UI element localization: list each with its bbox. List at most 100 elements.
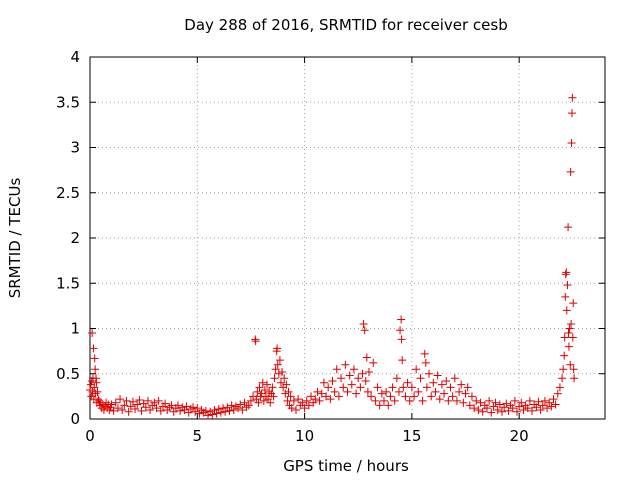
data-point — [538, 401, 547, 410]
data-point — [517, 398, 526, 407]
y-tick-label: 0 — [70, 410, 80, 428]
data-point — [324, 383, 333, 392]
data-point — [502, 399, 511, 408]
data-point — [569, 365, 578, 374]
x-tick-label: 20 — [510, 427, 529, 445]
data-point — [102, 398, 111, 407]
data-point — [470, 404, 479, 413]
data-point — [510, 396, 519, 405]
data-point — [567, 109, 576, 118]
data-point — [431, 387, 440, 396]
data-point — [186, 405, 195, 414]
data-point — [124, 407, 133, 416]
data-point — [362, 353, 371, 362]
data-point — [298, 398, 307, 407]
data-point — [446, 383, 455, 392]
data-point — [258, 378, 267, 387]
y-axis-ticks: 0 0.5 1 1.5 2 2.5 3 3.5 4 — [56, 48, 605, 428]
data-point — [390, 396, 399, 405]
data-point — [225, 406, 234, 415]
data-point — [412, 365, 421, 374]
data-point — [269, 392, 278, 401]
data-point — [569, 299, 578, 308]
data-point — [478, 407, 487, 416]
data-point — [354, 374, 363, 383]
y-tick-label: 1 — [70, 320, 80, 338]
data-point — [304, 401, 313, 410]
data-point — [485, 396, 494, 405]
data-point — [414, 387, 423, 396]
data-point — [271, 365, 280, 374]
data-point — [184, 408, 193, 417]
y-axis-label: SRMTID / TECUs — [6, 178, 24, 299]
data-point — [360, 326, 369, 335]
data-point — [276, 378, 285, 387]
data-point — [407, 383, 416, 392]
data-point — [152, 404, 161, 413]
data-point — [292, 405, 300, 414]
data-point — [396, 326, 405, 335]
x-tick-label: 10 — [295, 427, 314, 445]
data-point — [236, 400, 245, 409]
data-point — [536, 405, 545, 414]
data-point — [273, 344, 282, 353]
data-point — [560, 351, 569, 360]
data-point — [386, 392, 395, 401]
data-point — [399, 383, 408, 392]
data-point — [567, 319, 576, 328]
data-point — [204, 411, 213, 420]
data-point — [302, 396, 311, 405]
data-point — [294, 395, 303, 404]
data-point — [113, 404, 122, 413]
data-point — [562, 268, 571, 277]
data-point — [242, 403, 251, 412]
data-point — [498, 407, 506, 416]
data-point — [270, 374, 279, 383]
data-point — [330, 387, 339, 396]
data-point — [135, 395, 144, 404]
data-point — [208, 410, 217, 419]
data-point — [150, 398, 159, 407]
data-point — [461, 389, 470, 398]
data-series-srmtid — [86, 93, 579, 420]
data-point — [244, 401, 253, 410]
data-point — [425, 369, 434, 378]
data-point — [257, 389, 266, 398]
data-point — [534, 397, 543, 406]
data-point — [88, 329, 97, 338]
y-tick-label: 2.5 — [56, 184, 80, 202]
data-point — [555, 383, 564, 392]
data-point — [221, 407, 230, 416]
data-point — [309, 398, 318, 407]
data-point — [307, 392, 316, 401]
data-point — [500, 403, 509, 412]
data-point — [284, 387, 293, 396]
data-point — [199, 408, 208, 417]
data-point — [565, 324, 574, 333]
data-point — [561, 270, 570, 279]
data-point — [216, 408, 225, 417]
data-point — [377, 389, 386, 398]
data-point — [268, 383, 277, 392]
data-point — [231, 402, 240, 411]
data-point — [373, 383, 382, 392]
data-point — [173, 401, 182, 410]
data-point — [568, 93, 577, 102]
data-point — [465, 401, 474, 410]
data-point — [328, 376, 337, 385]
data-point — [334, 392, 343, 401]
data-point — [259, 396, 268, 405]
data-point — [126, 402, 135, 411]
data-point — [489, 402, 498, 411]
data-point — [120, 401, 129, 410]
data-point — [240, 398, 249, 407]
data-point — [455, 387, 464, 396]
data-point — [463, 383, 472, 392]
data-point — [523, 404, 532, 413]
data-point — [564, 342, 573, 351]
data-point — [122, 396, 131, 405]
data-point — [442, 376, 451, 385]
data-point — [491, 398, 500, 407]
data-point — [101, 402, 110, 411]
data-point — [332, 365, 341, 374]
